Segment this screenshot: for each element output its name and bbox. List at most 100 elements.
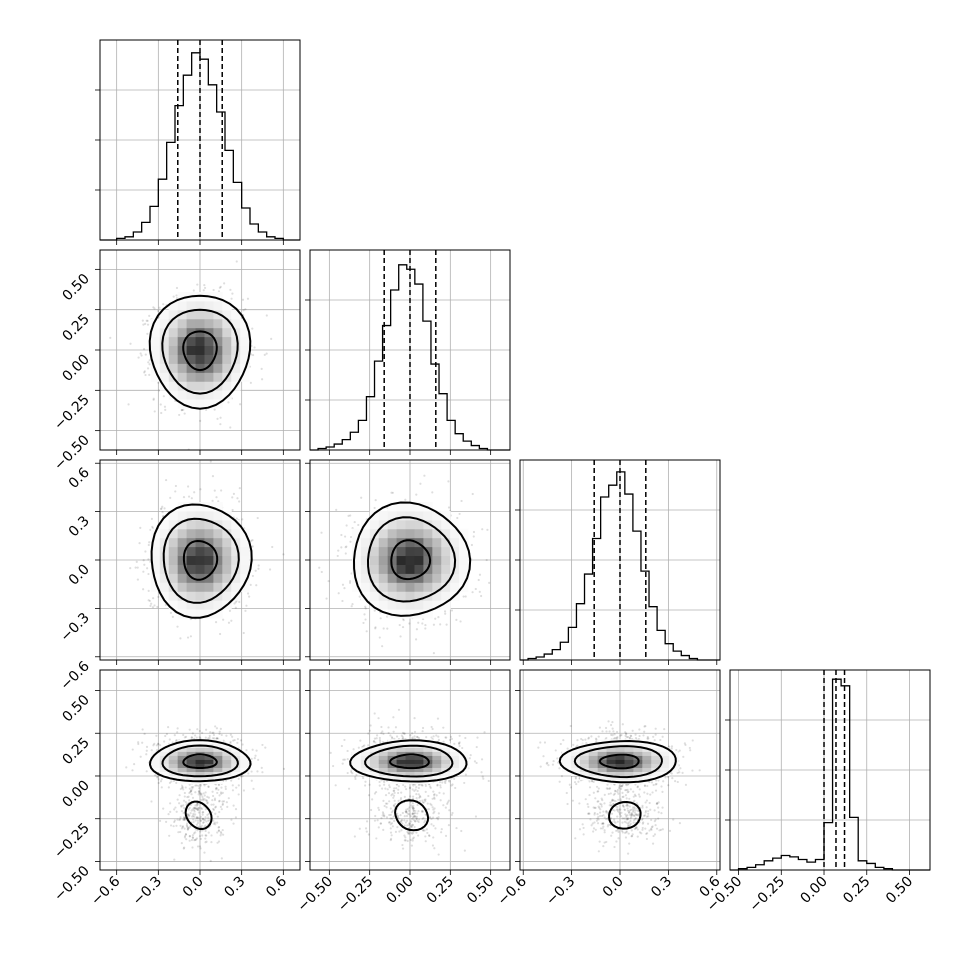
scatter-point (260, 378, 264, 381)
scatter-point (260, 766, 263, 769)
scatter-point (349, 580, 352, 583)
density-cell (423, 609, 433, 619)
density-cell (177, 291, 188, 302)
density-cell (186, 528, 197, 539)
density-cell (204, 309, 214, 320)
density-cell (159, 309, 170, 320)
density-cell (360, 573, 371, 583)
scatter-point (152, 398, 155, 401)
density-cell (360, 528, 371, 539)
scatter-point (142, 323, 145, 326)
density-cell (231, 546, 241, 557)
scatter-point (404, 498, 407, 501)
density-cell (177, 564, 188, 574)
scatter-point (260, 367, 263, 370)
density-cell (378, 582, 389, 592)
scatter-point (161, 505, 164, 508)
x-tick-label: 0.25 (840, 874, 873, 907)
density-cell (396, 582, 407, 592)
contour-line (161, 308, 239, 395)
scatter-point (327, 579, 330, 583)
scatter-point (246, 297, 250, 300)
density-cell (168, 546, 179, 557)
density-cell (441, 573, 451, 583)
scatter-point (344, 552, 347, 555)
scatter-point (229, 288, 232, 291)
scatter-point (187, 485, 190, 488)
x-tick-label: 0.0 (180, 874, 207, 901)
scatter-point (421, 622, 424, 625)
scatter-point (160, 778, 163, 781)
density-cell (369, 591, 380, 601)
density-cell (222, 318, 232, 329)
density-cell (387, 555, 398, 565)
density-cell (159, 573, 170, 583)
scatter-point (337, 592, 340, 595)
density-cell (159, 363, 170, 373)
scatter-point (188, 813, 191, 817)
scatter-point (172, 295, 175, 298)
density-cell (423, 519, 433, 530)
density-cell (213, 390, 223, 400)
density-cell (222, 300, 232, 311)
density-cell (213, 300, 223, 311)
scatter-point (231, 496, 234, 499)
scatter-point (136, 578, 139, 581)
density-cell (414, 546, 424, 557)
scatter-point (141, 319, 144, 322)
scatter-point (349, 535, 353, 539)
density-cell (396, 555, 407, 565)
scatter-point (169, 611, 173, 614)
y-tick-label: −0.50 (51, 432, 93, 474)
scatter-point (148, 363, 151, 366)
scatter-point (194, 831, 197, 834)
density-cell (204, 399, 214, 409)
density-cell (186, 381, 197, 391)
scatter-point (197, 809, 200, 812)
scatter-point (188, 728, 191, 731)
density-cell (405, 510, 415, 521)
scatter-point (143, 563, 146, 566)
y-tick-label: 0.6 (66, 465, 93, 492)
scatter-point (220, 792, 223, 795)
density-cell (150, 345, 161, 355)
scatter-point (147, 558, 150, 561)
density-cell (360, 546, 371, 557)
y-tick-label: 0.50 (59, 692, 92, 725)
scatter-point (343, 535, 347, 538)
x-tick-label: 0.00 (797, 874, 830, 907)
scatter-point (447, 480, 450, 483)
density-cell (231, 363, 241, 373)
scatter-point (229, 426, 232, 429)
y-tick-label: 0.25 (59, 735, 92, 768)
scatter-point (364, 618, 367, 621)
scatter-point (217, 290, 221, 293)
scatter-point (234, 606, 237, 609)
scatter-point (364, 605, 367, 608)
contour-line (162, 517, 240, 604)
density-cell (240, 327, 250, 338)
density-cell (231, 573, 241, 583)
scatter-point (199, 847, 202, 850)
scatter-point (157, 309, 160, 313)
scatter-point (175, 286, 179, 290)
panel-frame (309, 249, 511, 451)
scatter-point (213, 408, 216, 411)
scatter-point (341, 599, 344, 603)
density-cell (405, 609, 415, 619)
density-cell (195, 501, 205, 512)
scatter-point (424, 627, 427, 630)
scatter-point (220, 489, 223, 492)
density-cell (213, 501, 223, 512)
density-cell (213, 327, 223, 338)
scatter-point (169, 824, 173, 827)
density-cell (168, 519, 179, 530)
y-tick-label: 0.50 (59, 271, 92, 304)
scatter-point (187, 827, 190, 830)
density-cell (168, 318, 179, 329)
density-cell (441, 519, 451, 530)
scatter-point (198, 845, 202, 848)
scatter-point (139, 352, 142, 355)
contour-line (182, 330, 218, 372)
scatter-point (146, 323, 150, 326)
